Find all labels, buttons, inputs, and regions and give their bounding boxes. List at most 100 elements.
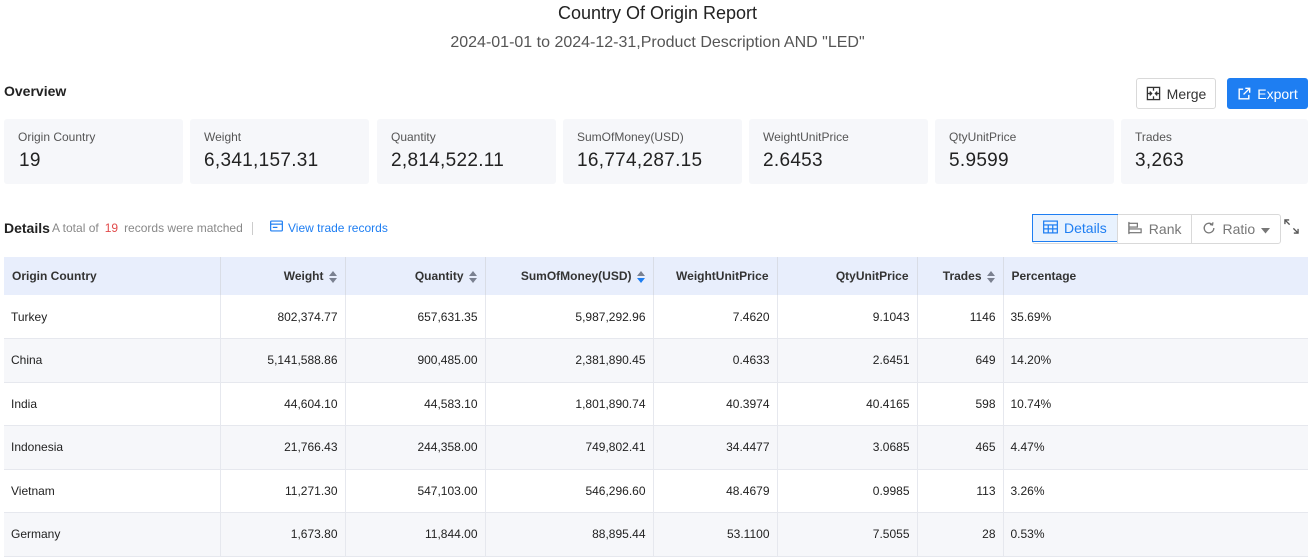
cell-quantity: 11,844.00 [345,512,486,557]
view-mode-switcher: Details Rank Ratio [1032,214,1282,244]
export-button-label: Export [1257,85,1298,102]
export-button[interactable]: Export [1227,78,1308,109]
cell-trades: 113 [917,469,1004,513]
card-value: 5.9599 [949,150,1009,171]
overview-heading: Overview [4,83,67,99]
column-header-weight[interactable]: Weight [220,257,346,295]
card-label: Trades [1135,130,1172,144]
rank-view-label: Rank [1148,221,1182,237]
table-header-row: Origin Country Weight Quantity SumOfMone… [4,257,1308,295]
card-value: 2,814,522.11 [391,150,505,171]
cell-qty-unit-price: 9.1043 [777,295,918,339]
table-grid-icon [1043,219,1058,237]
sort-icon[interactable] [328,270,337,283]
card-label: QtyUnitPrice [949,130,1017,144]
cell-qty-unit-price: 2.6451 [777,338,918,383]
column-header-origin-country: Origin Country [4,257,221,295]
card-qty-unit-price: QtyUnitPrice 5.9599 [935,119,1114,184]
cell-trades: 649 [917,338,1004,383]
records-suffix: records were matched [124,221,243,235]
card-weight-unit-price: WeightUnitPrice 2.6453 [749,119,928,184]
cell-percentage: 4.47% [1003,425,1308,470]
cell-qty-unit-price: 0.9985 [777,469,918,513]
table-row: Indonesia 21,766.43 244,358.00 749,802.4… [4,425,1308,470]
card-origin-country: Origin Country 19 [4,119,183,184]
cell-weight-unit-price: 34.4477 [653,425,778,470]
ratio-view-label: Ratio [1222,221,1256,237]
cell-trades: 465 [917,425,1004,470]
card-value: 2.6453 [763,150,823,171]
card-value: 16,774,287.15 [577,150,703,171]
cell-weight-unit-price: 53.1100 [653,512,778,557]
sort-icon[interactable] [986,270,995,283]
details-view-label: Details [1064,220,1107,236]
cell-percentage: 14.20% [1003,338,1308,383]
sort-icon[interactable] [468,270,477,283]
card-sum-of-money: SumOfMoney(USD) 16,774,287.15 [563,119,742,184]
card-value: 19 [19,150,41,171]
cell-weight: 1,673.80 [220,512,346,557]
view-trade-records-label: View trade records [288,220,388,235]
table-row: Germany 1,673.80 11,844.00 88,895.44 53.… [4,512,1308,557]
cell-sum-of-money: 2,381,890.45 [485,338,654,383]
column-header-percentage: Percentage [1003,257,1308,295]
merge-icon [1146,86,1161,101]
card-label: Origin Country [18,130,96,144]
column-header-qty-unit-price: QtyUnitPrice [777,257,918,295]
card-label: Weight [204,130,242,144]
caret-down-icon [1261,221,1271,237]
report-title: Country Of Origin Report [557,3,758,23]
cell-weight-unit-price: 40.3974 [653,382,778,426]
report-subtitle: 2024-01-01 to 2024-12-31,Product Descrip… [450,34,865,51]
cell-weight: 44,604.10 [220,382,346,426]
merge-button[interactable]: Merge [1136,78,1216,109]
refresh-circle-icon [1202,221,1216,238]
cell-sum-of-money: 1,801,890.74 [485,382,654,426]
cell-weight: 802,374.77 [220,295,346,339]
table-row: India 44,604.10 44,583.10 1,801,890.74 4… [4,382,1308,426]
fullscreen-icon[interactable] [1284,219,1299,239]
cell-origin-country: China [4,338,221,383]
cell-percentage: 10.74% [1003,382,1308,426]
cell-trades: 598 [917,382,1004,426]
cell-sum-of-money: 749,802.41 [485,425,654,470]
cell-origin-country: Vietnam [4,469,221,513]
card-quantity: Quantity 2,814,522.11 [377,119,556,184]
column-header-sum-of-money[interactable]: SumOfMoney(USD) [485,257,654,295]
cell-quantity: 547,103.00 [345,469,486,513]
rank-bars-icon [1128,221,1143,238]
details-toolbar: Details A total of 19 records were matched… [4,214,1308,244]
rank-view-button[interactable]: Rank [1116,215,1192,243]
origin-country-table: Origin Country Weight Quantity SumOfMone… [4,257,1308,557]
cell-sum-of-money: 88,895.44 [485,512,654,557]
column-header-quantity[interactable]: Quantity [345,257,486,295]
details-view-button[interactable]: Details [1032,214,1118,242]
card-trades: Trades 3,263 [1121,119,1308,184]
cell-weight: 21,766.43 [220,425,346,470]
records-matched-text: A total of 19 records were matched [52,221,243,235]
overview-cards: Origin Country 19 Weight 6,341,157.31 Qu… [4,119,1308,184]
cell-qty-unit-price: 40.4165 [777,382,918,426]
card-label: SumOfMoney(USD) [577,130,684,144]
card-weight: Weight 6,341,157.31 [190,119,369,184]
view-trade-records-link[interactable]: View trade records [270,220,388,235]
export-icon [1237,87,1251,101]
cell-origin-country: India [4,382,221,426]
cell-quantity: 657,631.35 [345,295,486,339]
details-heading: Details [4,220,50,236]
cell-trades: 28 [917,512,1004,557]
column-header-trades[interactable]: Trades [917,257,1004,295]
records-prefix: A total of [52,221,99,235]
ratio-view-dropdown[interactable]: Ratio [1191,215,1280,243]
card-label: WeightUnitPrice [763,130,849,144]
cell-weight: 5,141,588.86 [220,338,346,383]
sort-desc-icon[interactable] [636,270,645,283]
cell-qty-unit-price: 7.5055 [777,512,918,557]
cell-qty-unit-price: 3.0685 [777,425,918,470]
table-row: Turkey 802,374.77 657,631.35 5,987,292.9… [4,295,1308,339]
records-count: 19 [104,221,119,235]
cell-quantity: 44,583.10 [345,382,486,426]
cell-sum-of-money: 546,296.60 [485,469,654,513]
cell-percentage: 35.69% [1003,295,1308,339]
cell-trades: 1146 [917,295,1004,339]
